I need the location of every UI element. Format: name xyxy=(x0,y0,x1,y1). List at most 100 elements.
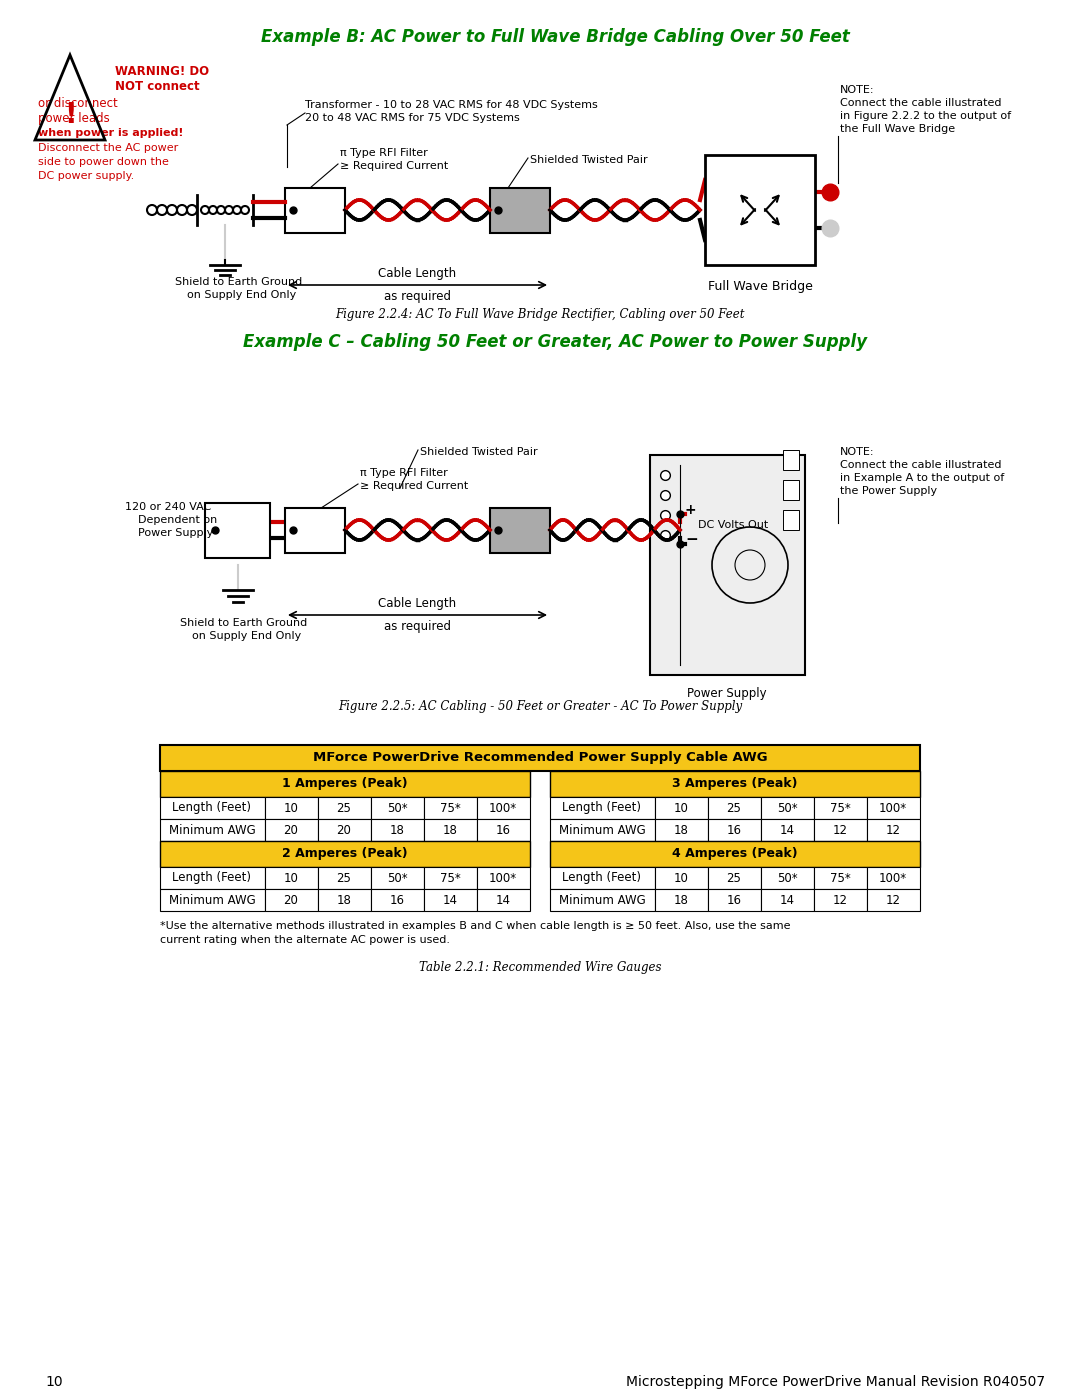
FancyBboxPatch shape xyxy=(160,771,530,798)
FancyBboxPatch shape xyxy=(285,509,345,553)
Text: 14: 14 xyxy=(780,894,795,907)
Text: Figure 2.2.5: AC Cabling - 50 Feet or Greater - AC To Power Supply: Figure 2.2.5: AC Cabling - 50 Feet or Gr… xyxy=(338,700,742,712)
FancyBboxPatch shape xyxy=(490,189,550,233)
Text: 18: 18 xyxy=(674,894,688,907)
Text: the Power Supply: the Power Supply xyxy=(840,486,937,496)
Text: Minimum AWG: Minimum AWG xyxy=(558,823,646,837)
FancyBboxPatch shape xyxy=(654,888,708,911)
Text: π Type RFI Filter: π Type RFI Filter xyxy=(360,468,448,478)
FancyBboxPatch shape xyxy=(654,819,708,841)
Text: 12: 12 xyxy=(886,894,901,907)
FancyBboxPatch shape xyxy=(650,455,805,675)
Text: 25: 25 xyxy=(727,872,742,884)
Text: power leads: power leads xyxy=(38,112,110,124)
Text: Cable Length: Cable Length xyxy=(378,597,456,610)
FancyBboxPatch shape xyxy=(318,888,372,911)
FancyBboxPatch shape xyxy=(477,868,530,888)
Text: Minimum AWG: Minimum AWG xyxy=(168,894,255,907)
Text: 120 or 240 VAC: 120 or 240 VAC xyxy=(125,502,212,511)
Text: 10: 10 xyxy=(284,872,298,884)
Text: current rating when the alternate AC power is used.: current rating when the alternate AC pow… xyxy=(160,935,450,944)
Text: 75*: 75* xyxy=(829,802,850,814)
FancyBboxPatch shape xyxy=(160,798,265,819)
FancyBboxPatch shape xyxy=(318,868,372,888)
Text: in Figure 2.2.2 to the output of: in Figure 2.2.2 to the output of xyxy=(840,110,1011,122)
Text: Example B: AC Power to Full Wave Bridge Cabling Over 50 Feet: Example B: AC Power to Full Wave Bridge … xyxy=(260,28,850,46)
Text: 50*: 50* xyxy=(387,802,407,814)
Text: 14: 14 xyxy=(780,823,795,837)
Text: Example C – Cabling 50 Feet or Greater, AC Power to Power Supply: Example C – Cabling 50 Feet or Greater, … xyxy=(243,332,867,351)
Text: ≥ Required Current: ≥ Required Current xyxy=(340,161,448,170)
Text: Shield to Earth Ground: Shield to Earth Ground xyxy=(180,617,307,629)
Text: 10: 10 xyxy=(674,872,688,884)
Text: Shielded Twisted Pair: Shielded Twisted Pair xyxy=(420,447,538,457)
FancyBboxPatch shape xyxy=(783,450,799,469)
FancyBboxPatch shape xyxy=(424,868,477,888)
Text: 14: 14 xyxy=(496,894,511,907)
FancyBboxPatch shape xyxy=(160,888,265,911)
Text: Table 2.2.1: Recommended Wire Gauges: Table 2.2.1: Recommended Wire Gauges xyxy=(419,961,661,974)
Text: DC power supply.: DC power supply. xyxy=(38,170,134,182)
Text: Power Supply: Power Supply xyxy=(687,687,767,700)
FancyBboxPatch shape xyxy=(867,798,920,819)
FancyBboxPatch shape xyxy=(490,509,550,553)
Text: on Supply End Only: on Supply End Only xyxy=(187,291,296,300)
FancyBboxPatch shape xyxy=(318,819,372,841)
Text: or disconnect: or disconnect xyxy=(38,96,118,110)
FancyBboxPatch shape xyxy=(814,888,867,911)
FancyBboxPatch shape xyxy=(867,819,920,841)
Text: Transformer - 10 to 28 VAC RMS for 48 VDC Systems: Transformer - 10 to 28 VAC RMS for 48 VD… xyxy=(305,101,597,110)
Text: DC Volts Out: DC Volts Out xyxy=(698,520,768,529)
Text: 14: 14 xyxy=(443,894,458,907)
Text: 12: 12 xyxy=(833,823,848,837)
Text: 2 Amperes (Peak): 2 Amperes (Peak) xyxy=(282,848,408,861)
Text: 20 to 48 VAC RMS for 75 VDC Systems: 20 to 48 VAC RMS for 75 VDC Systems xyxy=(305,113,519,123)
FancyBboxPatch shape xyxy=(477,819,530,841)
FancyBboxPatch shape xyxy=(705,155,815,265)
FancyBboxPatch shape xyxy=(550,841,920,868)
Text: 10: 10 xyxy=(284,802,298,814)
Text: 75*: 75* xyxy=(440,872,460,884)
Text: NOTE:: NOTE: xyxy=(840,447,875,457)
FancyBboxPatch shape xyxy=(205,503,270,557)
Text: +: + xyxy=(825,186,835,198)
FancyBboxPatch shape xyxy=(477,888,530,911)
FancyBboxPatch shape xyxy=(265,868,318,888)
Text: 25: 25 xyxy=(337,872,351,884)
Text: Minimum AWG: Minimum AWG xyxy=(558,894,646,907)
Text: Cable Length: Cable Length xyxy=(378,267,456,279)
FancyBboxPatch shape xyxy=(550,819,654,841)
FancyBboxPatch shape xyxy=(708,798,761,819)
Text: 16: 16 xyxy=(496,823,511,837)
Text: Full Wave Bridge: Full Wave Bridge xyxy=(707,279,812,293)
Text: −: − xyxy=(685,532,698,548)
Text: NOTE:: NOTE: xyxy=(840,85,875,95)
Text: ≥ Required Current: ≥ Required Current xyxy=(360,481,469,490)
Text: Connect the cable illustrated: Connect the cable illustrated xyxy=(840,98,1001,108)
FancyBboxPatch shape xyxy=(814,868,867,888)
FancyBboxPatch shape xyxy=(372,819,424,841)
Text: Length (Feet): Length (Feet) xyxy=(173,802,252,814)
Text: Shielded Twisted Pair: Shielded Twisted Pair xyxy=(530,155,648,165)
FancyBboxPatch shape xyxy=(761,798,814,819)
FancyBboxPatch shape xyxy=(550,888,654,911)
Text: 100*: 100* xyxy=(489,802,517,814)
Text: 25: 25 xyxy=(727,802,742,814)
FancyBboxPatch shape xyxy=(160,868,265,888)
FancyBboxPatch shape xyxy=(654,868,708,888)
Text: when power is applied!: when power is applied! xyxy=(38,129,184,138)
Text: as required: as required xyxy=(383,291,450,303)
FancyBboxPatch shape xyxy=(160,841,530,868)
Text: Length (Feet): Length (Feet) xyxy=(563,872,642,884)
Text: NOT connect: NOT connect xyxy=(114,80,200,94)
FancyBboxPatch shape xyxy=(160,819,265,841)
FancyBboxPatch shape xyxy=(783,481,799,500)
Text: 10: 10 xyxy=(45,1375,63,1389)
Text: 18: 18 xyxy=(443,823,458,837)
FancyBboxPatch shape xyxy=(424,888,477,911)
Text: as required: as required xyxy=(383,620,450,633)
FancyBboxPatch shape xyxy=(867,868,920,888)
FancyBboxPatch shape xyxy=(550,868,654,888)
Text: in Example A to the output of: in Example A to the output of xyxy=(840,474,1004,483)
FancyBboxPatch shape xyxy=(708,868,761,888)
